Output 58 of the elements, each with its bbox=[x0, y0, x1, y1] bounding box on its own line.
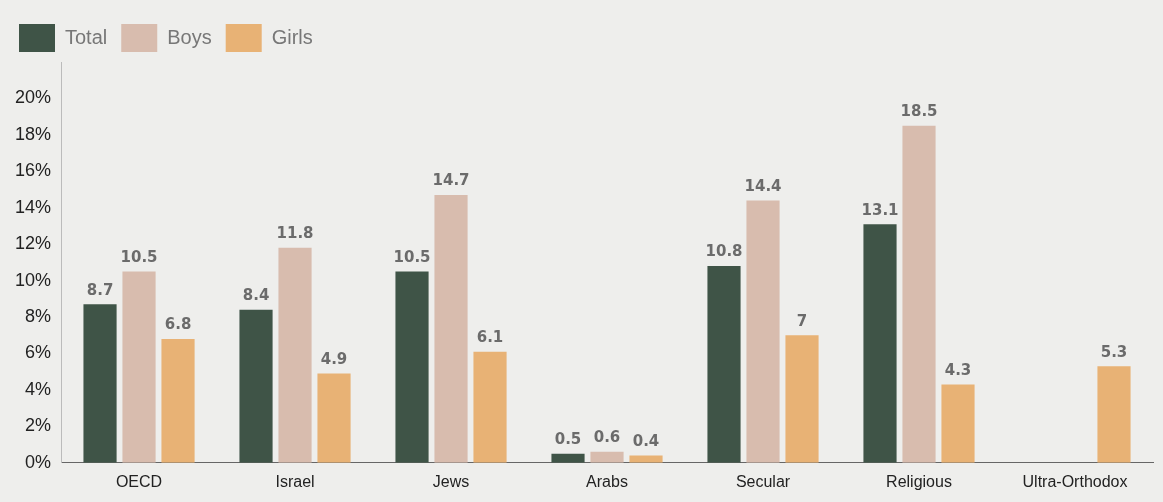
legend-label: Total bbox=[65, 25, 108, 48]
bar bbox=[1097, 366, 1131, 463]
data-label: 7 bbox=[796, 311, 808, 330]
y-tick-label: 6% bbox=[25, 342, 52, 363]
y-tick-label: 10% bbox=[15, 269, 52, 290]
data-label: 0.6 bbox=[593, 428, 621, 447]
x-tick-label: OECD bbox=[115, 472, 163, 490]
x-tick-label: Israel bbox=[275, 472, 315, 490]
bar bbox=[395, 271, 429, 463]
bar bbox=[161, 338, 195, 463]
y-tick-label: 20% bbox=[15, 87, 52, 108]
data-label: 10.5 bbox=[120, 247, 158, 266]
data-label: 4.3 bbox=[944, 360, 972, 379]
bar bbox=[746, 200, 780, 463]
data-label: 14.7 bbox=[432, 171, 470, 190]
x-tick-label: Jews bbox=[432, 472, 470, 490]
bar bbox=[863, 224, 897, 463]
y-tick-label: 4% bbox=[25, 378, 52, 399]
bar bbox=[278, 247, 312, 463]
y-tick-label: 8% bbox=[25, 306, 52, 327]
data-label: 10.8 bbox=[705, 242, 743, 261]
data-label: 8.4 bbox=[242, 286, 270, 305]
data-label: 0.5 bbox=[554, 430, 582, 449]
x-tick-label: Secular bbox=[735, 472, 791, 490]
data-label: 11.8 bbox=[276, 224, 314, 243]
data-label: 6.8 bbox=[164, 315, 192, 334]
data-label: 6.1 bbox=[476, 328, 504, 347]
data-label: 10.5 bbox=[393, 247, 431, 266]
data-label: 18.5 bbox=[900, 102, 938, 121]
y-tick-label: 18% bbox=[15, 123, 52, 144]
bar bbox=[83, 304, 117, 463]
data-label: 14.4 bbox=[744, 176, 782, 195]
bar bbox=[239, 309, 273, 463]
legend-label: Boys bbox=[167, 25, 212, 48]
bar bbox=[434, 194, 468, 463]
data-label: 5.3 bbox=[1100, 342, 1128, 361]
y-tick-label: 12% bbox=[15, 233, 52, 254]
bar bbox=[785, 335, 819, 463]
data-label: 13.1 bbox=[861, 200, 899, 219]
bar bbox=[941, 384, 975, 463]
bar bbox=[707, 266, 741, 463]
x-tick-label: Religious bbox=[886, 472, 952, 490]
y-tick-label: 16% bbox=[15, 160, 52, 181]
bar bbox=[551, 453, 585, 463]
x-tick-label: Ultra-Orthodox bbox=[1022, 472, 1128, 490]
data-label: 0.4 bbox=[632, 431, 660, 450]
legend-label: Girls bbox=[271, 25, 313, 48]
y-tick-label: 2% bbox=[25, 415, 52, 436]
y-tick-label: 0% bbox=[25, 451, 52, 472]
bar bbox=[317, 373, 351, 463]
data-label: 4.9 bbox=[320, 349, 348, 368]
bar bbox=[902, 125, 936, 463]
bar bbox=[590, 451, 624, 463]
data-label: 8.7 bbox=[86, 280, 114, 299]
bar bbox=[122, 271, 156, 463]
y-tick-label: 14% bbox=[15, 196, 52, 217]
bar bbox=[473, 351, 507, 463]
x-tick-label: Arabs bbox=[586, 472, 628, 490]
